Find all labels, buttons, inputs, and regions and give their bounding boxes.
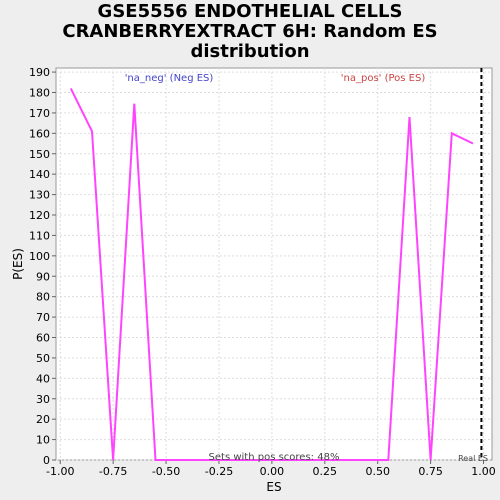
sets-pos-scores-annotation: Sets with pos scores: 48% bbox=[209, 452, 340, 463]
y-tick-label: 190 bbox=[29, 66, 50, 79]
y-tick-label: 70 bbox=[36, 311, 50, 324]
y-axis: 0 10 20 30 40 50 60 70 80 90 100 110 120 130 140 150 160… bbox=[29, 66, 56, 467]
series-line bbox=[69, 87, 474, 461]
x-axis: -1.00 -0.75 -0.50 -0.25 0.00 0.25 0.50 0.75 1.00 bbox=[46, 460, 496, 478]
y-axis-label: P(ES) bbox=[11, 248, 25, 280]
y-tick-label: 130 bbox=[29, 189, 50, 202]
y-tick-label: 90 bbox=[36, 270, 50, 283]
x-axis-label: ES bbox=[266, 480, 281, 494]
series-layer bbox=[69, 68, 483, 461]
y-tick-label: 140 bbox=[29, 168, 50, 181]
x-tick-label: 1.00 bbox=[471, 465, 496, 478]
chart-title: GSE5556 ENDOTHELIAL CELLS CRANBERRYEXTRA… bbox=[0, 2, 500, 62]
x-tick-label: 0.50 bbox=[365, 465, 390, 478]
y-tick-label: 170 bbox=[29, 107, 50, 120]
x-tick-label: -1.00 bbox=[46, 465, 74, 478]
y-tick-label: 0 bbox=[43, 454, 50, 467]
y-tick-label: 40 bbox=[36, 372, 50, 385]
y-tick-label: 160 bbox=[29, 127, 50, 140]
y-tick-label: 120 bbox=[29, 209, 50, 222]
y-tick-label: 150 bbox=[29, 148, 50, 161]
real-es-annotation: Real ES bbox=[458, 454, 488, 463]
x-tick-label: -0.25 bbox=[205, 465, 233, 478]
neg-es-annotation: 'na_neg' (Neg ES) bbox=[125, 73, 214, 84]
y-tick-label: 180 bbox=[29, 87, 50, 100]
y-tick-label: 100 bbox=[29, 250, 50, 263]
x-tick-label: -0.50 bbox=[152, 465, 180, 478]
x-tick-label: 0.25 bbox=[313, 465, 338, 478]
y-tick-label: 110 bbox=[29, 229, 50, 242]
x-tick-label: 0.75 bbox=[418, 465, 443, 478]
y-tick-label: 30 bbox=[36, 393, 50, 406]
y-tick-label: 20 bbox=[36, 413, 50, 426]
y-tick-label: 80 bbox=[36, 291, 50, 304]
x-tick-label: -0.75 bbox=[99, 465, 127, 478]
pos-es-annotation: 'na_pos' (Pos ES) bbox=[341, 73, 426, 84]
y-tick-label: 50 bbox=[36, 352, 50, 365]
y-tick-label: 10 bbox=[36, 434, 50, 447]
title-line-2: CRANBERRYEXTRACT 6H: Random ES bbox=[62, 21, 438, 42]
title-line-1: GSE5556 ENDOTHELIAL CELLS bbox=[97, 1, 403, 22]
y-tick-label: 60 bbox=[36, 332, 50, 345]
x-tick-label: 0.00 bbox=[260, 465, 285, 478]
title-line-3: distribution bbox=[190, 41, 310, 62]
